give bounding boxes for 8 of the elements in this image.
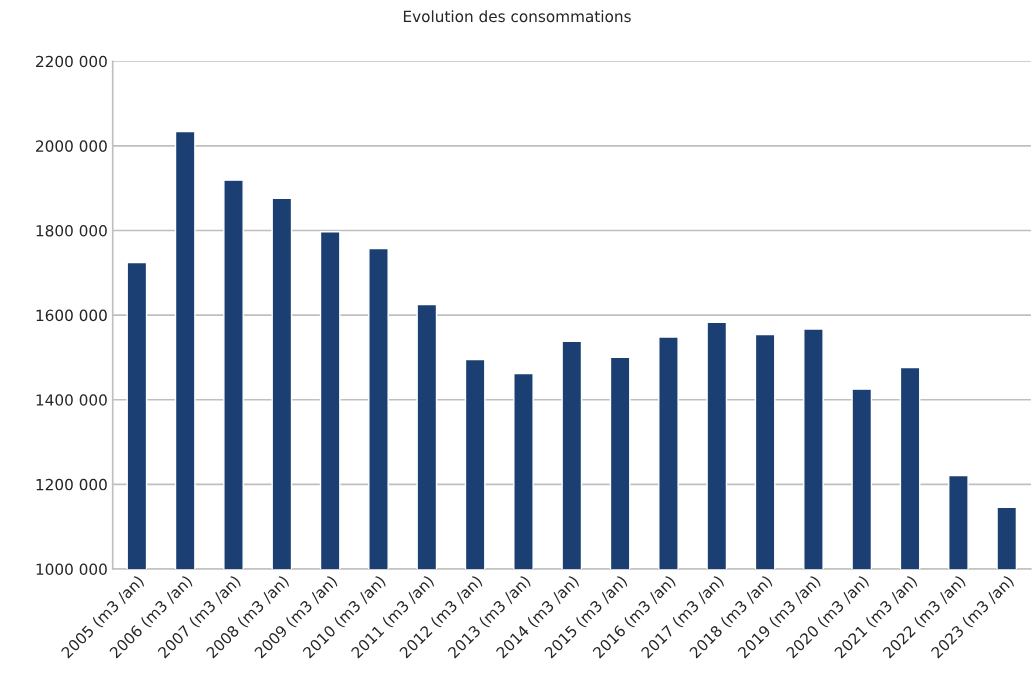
y-tick-label: 2200 000 (36, 55, 107, 68)
y-tick-label: 1600 000 (36, 309, 107, 322)
y-tick-label: 2000 000 (36, 140, 107, 152)
y-tick-label: 1800 000 (36, 224, 107, 237)
y-tick-label: 1000 000 (36, 563, 107, 575)
y-tick-label: 1200 000 (36, 478, 107, 491)
y-tick-label: 1400 000 (36, 394, 107, 406)
chart-title: Evolution des consommations (403, 10, 631, 23)
